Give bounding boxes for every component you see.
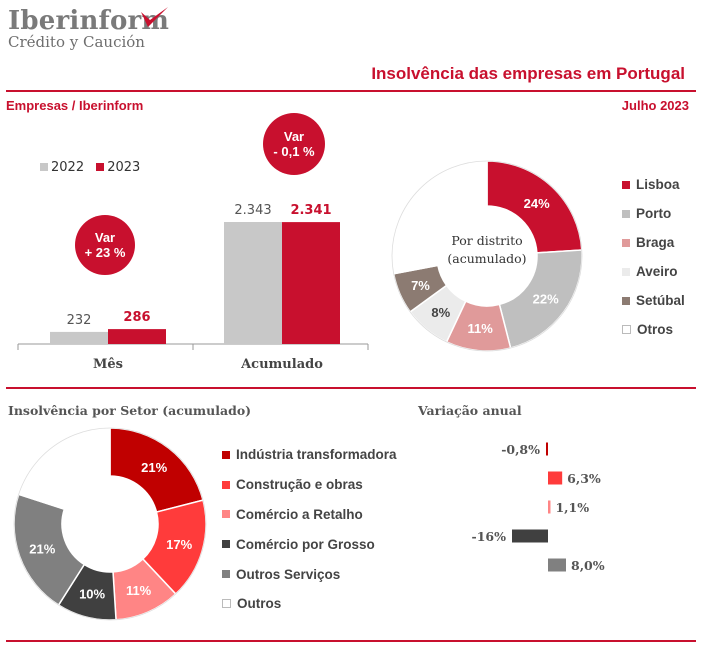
- bar-2023-1: [282, 222, 340, 344]
- legend-swatch: [222, 599, 231, 609]
- sector-slice-label: 21%: [29, 541, 55, 556]
- variation-label: -0,8%: [501, 442, 540, 457]
- district-outline: [391, 160, 583, 352]
- variation-title: Variação anual: [418, 403, 522, 418]
- legend-label-2022: 2022: [51, 160, 85, 175]
- legend-label: Comércio a Retalho: [236, 506, 363, 522]
- var-acc-title: Var: [283, 129, 305, 144]
- sector-slice-label: 21%: [141, 460, 167, 475]
- var-acc-value: - 0,1 %: [273, 144, 315, 159]
- bar-value-label: 2.341: [290, 203, 331, 218]
- variation-bar-3: [512, 529, 548, 543]
- variation-bar-0: [546, 442, 548, 456]
- sector-legend: Indústria transformadora Construção e obr…: [222, 440, 397, 619]
- legend-swatch: [622, 325, 631, 334]
- legend-label: Lisboa: [636, 177, 680, 192]
- district-slice-label: 22%: [533, 292, 559, 307]
- legend-label: Braga: [636, 235, 675, 250]
- header-rule: [6, 90, 696, 92]
- legend-label: Setúbal: [636, 293, 685, 308]
- district-slice-label: 11%: [468, 321, 494, 336]
- legend-label: Porto: [636, 206, 672, 221]
- legend-label: Indústria transformadora: [236, 447, 397, 463]
- district-center-line2: (acumulado): [447, 251, 527, 266]
- var-bubble-accumulated: Var - 0,1 %: [263, 113, 325, 175]
- bar-value-label: 2.343: [234, 203, 271, 218]
- bar-value-label: 286: [123, 310, 150, 325]
- district-legend-item: Braga: [622, 228, 685, 257]
- section-label: Empresas / Iberinform: [6, 98, 144, 113]
- bar-2022-1: [224, 222, 282, 344]
- district-legend-item: Aveiro: [622, 257, 685, 286]
- date-label: Julho 2023: [621, 98, 689, 113]
- bar-category-label: Acumulado: [240, 357, 323, 372]
- legend-swatch: [622, 209, 630, 218]
- legend-label: Outros: [237, 596, 282, 612]
- footer-rule: [6, 640, 696, 642]
- sector-title: Insolvência por Setor (acumulado): [8, 403, 252, 418]
- legend-swatch: [622, 238, 630, 247]
- district-slice-label: 8%: [431, 305, 450, 320]
- legend-swatch-2023: [96, 163, 105, 171]
- legend-swatch: [222, 570, 230, 579]
- sector-legend-item: Construção e obras: [222, 470, 397, 500]
- brand-tagline: Crédito y Caución: [8, 33, 145, 51]
- variation-bar-1: [548, 471, 563, 485]
- legend-label: Outros Serviços: [236, 566, 341, 582]
- bar-legend: 2022 2023: [40, 160, 140, 175]
- variation-label: -16%: [472, 529, 507, 544]
- legend-swatch: [622, 296, 630, 305]
- page-title: Insolvência das empresas em Portugal: [371, 64, 685, 83]
- district-center-label: Por distrito (acumulado): [427, 232, 547, 268]
- bar-2023-0: [108, 329, 166, 344]
- middle-rule: [6, 387, 696, 389]
- legend-swatch: [622, 267, 630, 276]
- legend-label: Comércio por Grosso: [236, 536, 375, 552]
- var-month-value: + 23 %: [84, 245, 126, 260]
- district-legend-item: Porto: [622, 199, 685, 228]
- legend-label: Aveiro: [636, 264, 678, 279]
- variation-bar-2: [548, 500, 551, 514]
- bar-2022-0: [50, 331, 108, 344]
- district-legend-item: Otros: [622, 315, 685, 344]
- legend-label: Otros: [637, 322, 674, 337]
- district-center-line1: Por distrito: [451, 233, 523, 248]
- legend-swatch: [222, 480, 230, 489]
- legend-swatch-2022: [40, 163, 48, 171]
- var-month-title: Var: [94, 230, 116, 245]
- sector-outline: [13, 427, 207, 621]
- district-legend-item: Setúbal: [622, 286, 685, 315]
- sector-slice-label: 10%: [79, 587, 105, 602]
- sector-legend-item: Comércio por Grosso: [222, 529, 397, 559]
- sector-legend-item: Outros: [222, 589, 397, 619]
- legend-swatch: [622, 180, 630, 189]
- district-legend-item: Lisboa: [622, 170, 685, 199]
- legend-swatch: [222, 450, 230, 459]
- sector-legend-item: Outros Serviços: [222, 559, 397, 589]
- sector-slice-label: 17%: [166, 537, 192, 552]
- var-bubble-month: Var + 23 %: [75, 215, 135, 275]
- bar-value-label: 232: [67, 313, 92, 328]
- legend-label: Construção e obras: [236, 477, 363, 493]
- variation-label: 1,1%: [555, 500, 589, 515]
- district-slice-label: 24%: [524, 196, 550, 211]
- variation-label: 8,0%: [571, 558, 605, 573]
- sector-legend-item: Indústria transformadora: [222, 440, 397, 470]
- district-slice-label: 7%: [411, 278, 430, 293]
- variation-label: 6,3%: [567, 471, 601, 486]
- legend-swatch: [222, 510, 230, 519]
- sector-legend-item: Comércio a Retalho: [222, 500, 397, 530]
- district-legend: Lisboa Porto Braga Aveiro Setúbal Otros: [622, 170, 685, 344]
- legend-swatch: [222, 540, 230, 549]
- legend-label-2023: 2023: [107, 160, 141, 175]
- variation-bar-4: [548, 558, 566, 572]
- sector-slice-label: 11%: [126, 583, 152, 598]
- bar-category-label: Mês: [93, 357, 123, 372]
